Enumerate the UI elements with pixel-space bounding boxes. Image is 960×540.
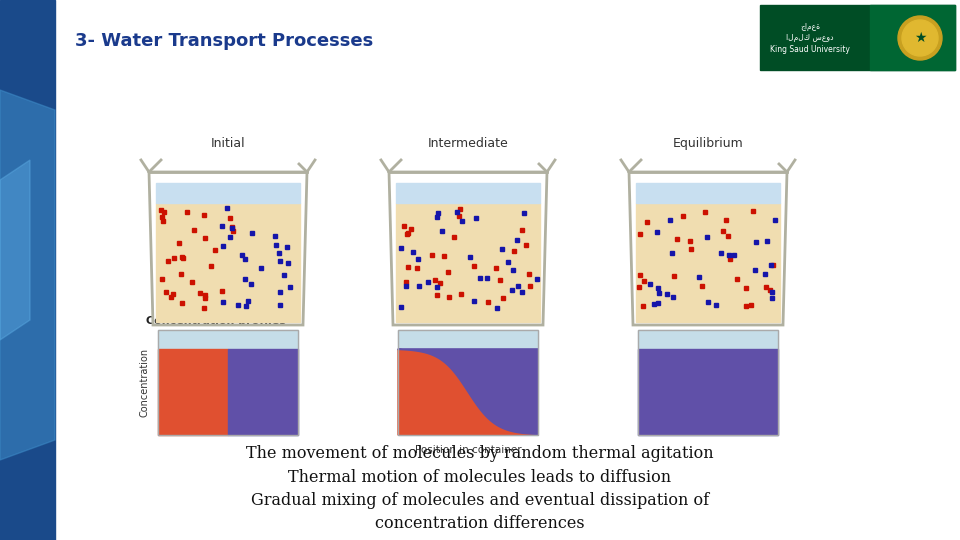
Bar	[638, 330, 778, 435]
Bar	[398, 330, 538, 435]
Text: Intermediate: Intermediate	[427, 137, 509, 150]
Bar	[638, 349, 778, 435]
Circle shape	[902, 20, 938, 56]
Bar	[396, 183, 540, 203]
Text: Equilibrium: Equilibrium	[673, 137, 743, 150]
Text: Concentration: Concentration	[139, 348, 149, 417]
Polygon shape	[398, 349, 538, 435]
Text: 3- Water Transport Processes: 3- Water Transport Processes	[75, 32, 373, 50]
Text: جامعة
الملك سعود
King Saud University: جامعة الملك سعود King Saud University	[770, 22, 850, 53]
Polygon shape	[0, 90, 55, 460]
Bar	[636, 183, 780, 203]
Bar	[636, 203, 780, 322]
Circle shape	[898, 16, 942, 60]
Polygon shape	[398, 349, 538, 434]
Bar	[158, 330, 298, 435]
Text: ★: ★	[914, 31, 926, 45]
Text: Concentration profiles: Concentration profiles	[146, 316, 286, 326]
Text: Position in container: Position in container	[415, 445, 521, 455]
Bar	[760, 5, 955, 70]
Bar	[156, 203, 300, 322]
Bar	[396, 203, 540, 322]
Bar	[158, 349, 228, 435]
Bar	[0, 0, 55, 540]
Text: Initial: Initial	[210, 137, 246, 150]
Bar	[638, 330, 778, 435]
Bar	[156, 183, 300, 203]
Bar	[158, 330, 298, 435]
Bar	[398, 330, 538, 435]
Bar	[870, 5, 955, 70]
Bar	[228, 349, 298, 435]
Polygon shape	[0, 160, 30, 340]
Text: The movement of molecules by random thermal agitation
Thermal motion of molecule: The movement of molecules by random ther…	[246, 445, 714, 532]
